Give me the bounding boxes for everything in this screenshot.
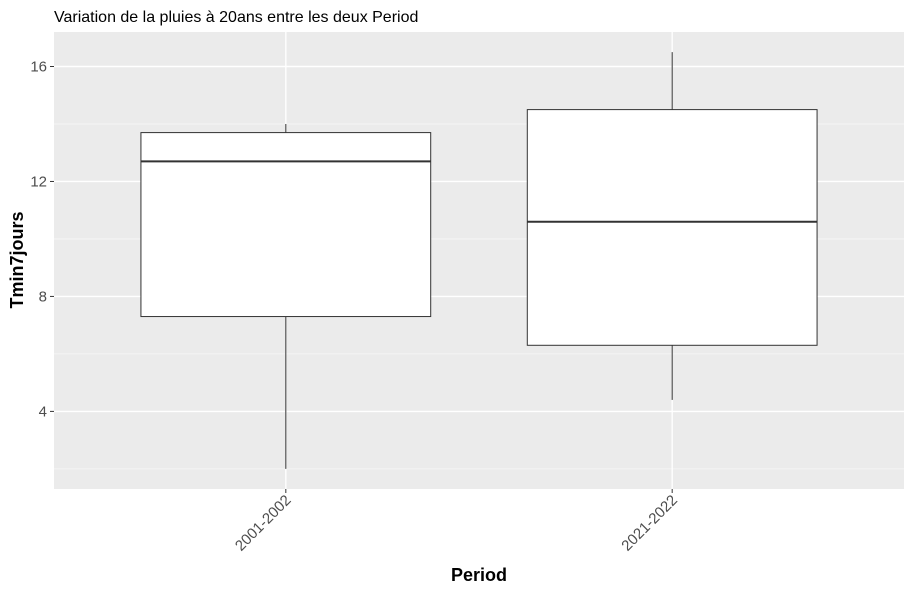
x-axis-title: Period <box>451 565 507 585</box>
y-tick-label: 4 <box>39 403 47 420</box>
y-tick-label: 16 <box>30 58 47 75</box>
box-2001-2002 <box>140 123 432 469</box>
x-tick-label: 2021-2022 <box>618 492 681 555</box>
y-tick-label: 12 <box>30 173 47 190</box>
box-rect <box>526 109 818 346</box>
y-axis-title: Tmin7jours <box>7 211 27 308</box>
boxes <box>140 52 818 469</box>
box-2021-2022 <box>526 52 818 400</box>
chart-title: Variation de la pluies à 20ans entre les… <box>54 9 418 26</box>
y-tick-label: 8 <box>39 288 47 305</box>
x-tick-label: 2001-2002 <box>232 492 295 555</box>
box-rect <box>140 132 432 318</box>
